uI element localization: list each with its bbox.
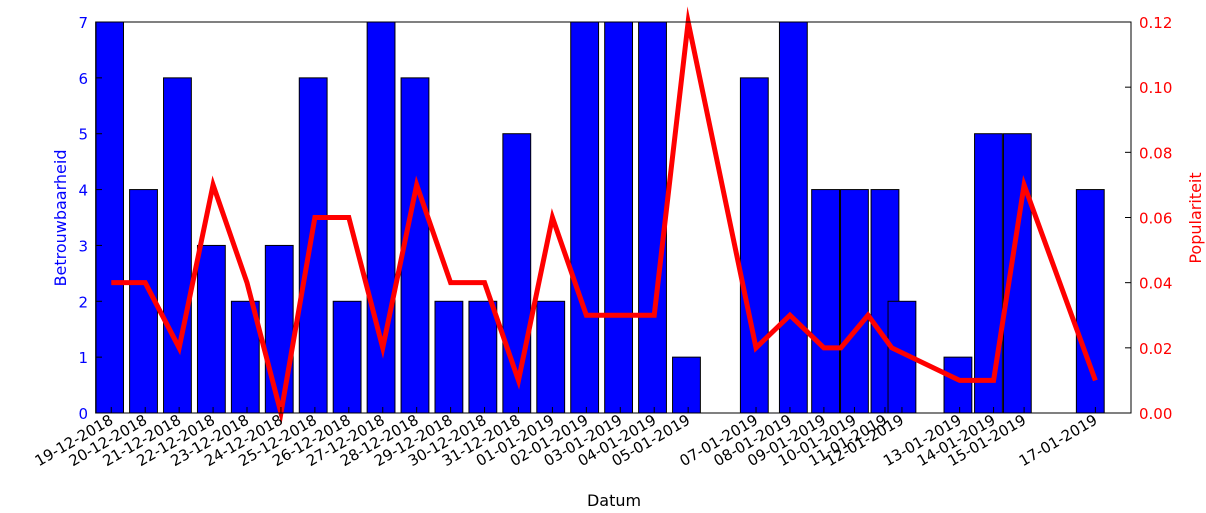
- bar-8: [366, 21, 396, 414]
- bar-3: [196, 244, 226, 414]
- right-tick-label-3: 0.06: [1139, 210, 1172, 228]
- bar-17: [672, 356, 701, 414]
- left-tick-label-5: 5: [78, 126, 88, 144]
- bar-19: [778, 21, 808, 414]
- left-tick-label-1: 1: [78, 349, 88, 367]
- bar-15: [604, 21, 634, 414]
- left-tick-label-0: 0: [78, 405, 88, 423]
- bar-27: [1075, 189, 1105, 414]
- right-tick-label-1: 0.02: [1139, 340, 1172, 358]
- right-axis-title: Populariteit: [1186, 172, 1205, 263]
- bar-13: [536, 300, 566, 414]
- x-tick-label-27: 17-01-2019: [1016, 411, 1101, 470]
- bars-layer: [95, 21, 1105, 414]
- bar-5: [264, 244, 294, 414]
- bar-26: [1002, 133, 1032, 414]
- bar-25: [974, 133, 1003, 414]
- bar-2: [163, 77, 192, 414]
- left-tick-label-2: 2: [78, 293, 88, 311]
- popularity-line: [111, 6, 1098, 425]
- right-tick-label-2: 0.04: [1139, 275, 1172, 293]
- left-tick-label-3: 3: [78, 237, 88, 255]
- left-tick-label-4: 4: [78, 182, 88, 200]
- bar-11: [468, 300, 498, 414]
- bar-12: [502, 133, 532, 414]
- bar-6: [298, 77, 328, 414]
- bar-0: [95, 21, 124, 414]
- bar-24: [943, 356, 973, 414]
- right-axis: 0.00 0.02 0.04 0.06 0.08 0.10 0.12: [1125, 14, 1172, 423]
- bar-16: [638, 21, 667, 414]
- x-axis: 19-12-201820-12-201821-12-201822-12-2018…: [32, 407, 1101, 470]
- bar-18: [739, 77, 769, 414]
- bar-10: [434, 300, 464, 414]
- line-layer: [111, 6, 1098, 425]
- left-axis: 0 1 2 3 4 5 6 7: [78, 14, 102, 423]
- left-tick-label-6: 6: [78, 70, 88, 88]
- bar-14: [570, 21, 600, 414]
- right-tick-label-6: 0.12: [1139, 14, 1172, 32]
- right-tick-label-5: 0.10: [1139, 79, 1172, 97]
- right-tick-label-4: 0.08: [1139, 144, 1172, 162]
- right-tick-label-0: 0.00: [1139, 405, 1172, 423]
- left-tick-label-7: 7: [78, 14, 88, 32]
- x-axis-title: Datum: [587, 491, 641, 510]
- bar-20: [811, 189, 841, 414]
- left-axis-title: Betrouwbaarheid: [51, 150, 70, 287]
- bar-21: [840, 189, 869, 414]
- bar-7: [332, 300, 362, 414]
